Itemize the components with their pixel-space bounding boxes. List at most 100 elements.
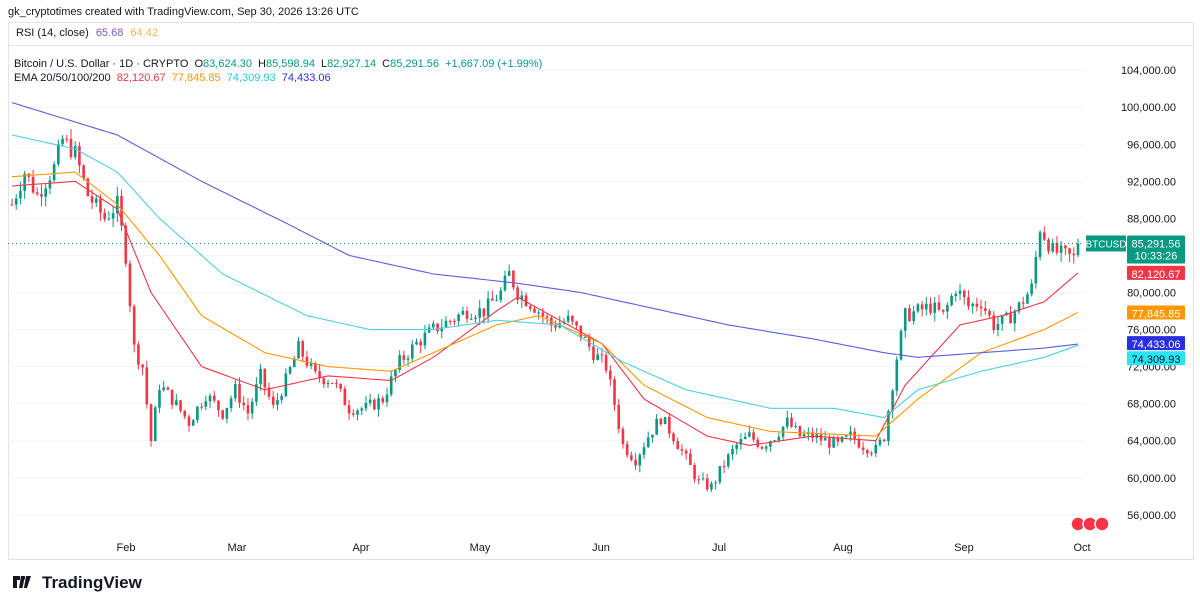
candle-body [689, 453, 692, 465]
candle-body [950, 296, 953, 306]
candle-body [1026, 294, 1029, 304]
candle-body [322, 378, 326, 385]
candle-body [271, 396, 275, 405]
y-tick-label: 92,000.00 [1127, 176, 1176, 188]
candle-body [351, 413, 355, 415]
candle-body [465, 310, 469, 319]
candle-body [238, 384, 241, 403]
candle-body [191, 420, 195, 426]
candle-body [899, 330, 903, 360]
candle-body [630, 455, 633, 460]
candle-body [44, 188, 48, 197]
ema20-line [11, 180, 1079, 446]
symbol-title[interactable]: Bitcoin / U.S. Dollar · 1D · CRYPTO [14, 58, 189, 70]
candle-body [752, 432, 755, 440]
candle-body [773, 440, 776, 442]
candle-body [988, 311, 991, 316]
candle-body [478, 308, 481, 318]
candle-body [423, 332, 427, 346]
candle-body [137, 344, 140, 365]
candle-body [297, 341, 300, 359]
candle-body [983, 308, 987, 312]
candle-body [684, 450, 688, 454]
candle-body [486, 298, 490, 317]
ohlc-legend: Bitcoin / U.S. Dollar · 1D · CRYPTO O83,… [14, 58, 545, 70]
candle-body [1013, 311, 1017, 324]
candle-body [646, 437, 650, 448]
candle-body [785, 417, 789, 427]
tradingview-brand[interactable]: TradingView [8, 573, 142, 593]
candle-body [373, 399, 376, 410]
candle-body [739, 439, 743, 445]
candle-body [844, 435, 848, 437]
candle-body [524, 295, 528, 307]
candle-body [242, 402, 246, 406]
candle-body [958, 290, 962, 294]
candle-body [10, 204, 14, 206]
candle-body [318, 371, 321, 379]
candle-body [903, 308, 907, 331]
candle-body [432, 323, 435, 328]
candle-body [86, 178, 90, 197]
candle-body [52, 164, 56, 181]
candle-body [389, 376, 393, 395]
candle-body [625, 444, 629, 456]
open-value: 83,624.30 [203, 58, 252, 70]
y-tick-label: 100,000.00 [1121, 102, 1176, 114]
candle-body [229, 398, 233, 408]
candle-body [870, 453, 873, 455]
candle-body [263, 368, 267, 388]
candle-body [14, 198, 18, 205]
ema100-value: 74,309.93 [226, 72, 276, 84]
rsi-pane-header: RSI (14, close) 65.68 64.42 [8, 22, 1194, 46]
x-tick-label: Feb [117, 542, 136, 554]
candle-body [1076, 243, 1080, 256]
candle-body [103, 212, 107, 220]
candle-body [457, 314, 460, 321]
candle-body [790, 417, 793, 427]
candle-body [183, 410, 187, 417]
candle-body [107, 218, 111, 220]
candle-body [394, 370, 397, 377]
candles-group [10, 129, 1080, 492]
ema-legend: EMA 20/50/100/200 82,120.67 77,845.85 74… [14, 72, 334, 84]
candle-body [659, 418, 663, 425]
candle-body [962, 290, 966, 298]
candle-body [99, 198, 102, 213]
candle-body [23, 173, 26, 191]
candle-body [1068, 248, 1071, 254]
ema20-badge-text: 82,120.67 [1132, 269, 1181, 281]
candle-body [385, 394, 389, 403]
ema-label[interactable]: EMA 20/50/100/200 [14, 72, 111, 84]
candle-body [516, 287, 519, 300]
x-tick-label: Jun [592, 542, 610, 554]
candle-body [882, 439, 886, 442]
candle-body [929, 303, 932, 313]
candle-body [124, 225, 128, 264]
candle-body [482, 308, 486, 317]
candle-body [217, 400, 220, 411]
rsi-legend: RSI (14, close) 65.68 64.42 [16, 27, 158, 39]
candle-body [667, 417, 671, 434]
candle-body [309, 362, 313, 366]
candle-body [398, 355, 401, 371]
candle-body [175, 400, 178, 405]
low-label: L [321, 58, 328, 70]
candle-body [1000, 315, 1004, 324]
candle-body [705, 478, 709, 490]
candle-body [642, 447, 646, 455]
candle-body [887, 411, 890, 442]
candle-body [925, 303, 928, 310]
candle-body [507, 270, 511, 276]
high-value: 85,598.94 [266, 58, 315, 70]
candle-body [743, 436, 747, 440]
ema50-value: 77,845.85 [171, 72, 221, 84]
y-tick-label: 76,000.00 [1127, 325, 1176, 337]
candle-body [419, 341, 423, 346]
candle-body [132, 306, 136, 345]
candle-body [200, 406, 203, 408]
x-tick-label: Sep [954, 542, 974, 554]
candle-body [499, 290, 503, 301]
x-tick-label: May [470, 542, 491, 554]
